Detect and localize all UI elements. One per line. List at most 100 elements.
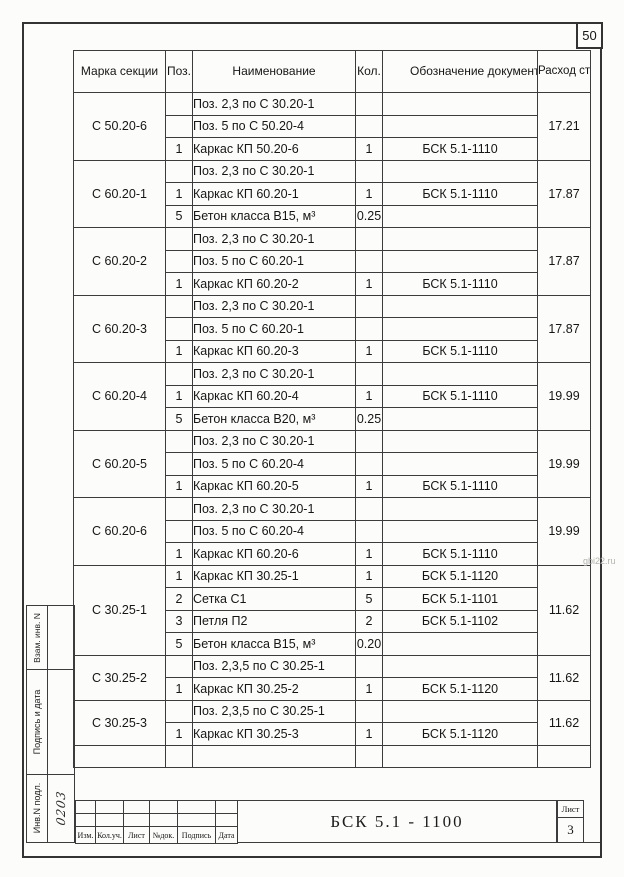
section-mark-cell: С 30.25-3 bbox=[73, 699, 166, 746]
doc-ref-cell: БСК 5.1-1101 bbox=[382, 587, 538, 611]
pos-cell bbox=[165, 249, 193, 273]
qty-cell bbox=[355, 294, 383, 318]
pos-cell bbox=[165, 362, 193, 386]
item-name-cell: Бетон класса В15, м³ bbox=[192, 204, 356, 228]
revision-cell bbox=[123, 813, 150, 827]
qty-cell: 1 bbox=[355, 542, 383, 566]
doc-ref-cell bbox=[382, 114, 538, 138]
qty-cell: 0.25 bbox=[355, 204, 383, 228]
revision-cell bbox=[95, 813, 124, 827]
doc-ref-cell: БСК 5.1-1120 bbox=[382, 677, 538, 701]
doc-ref-cell bbox=[382, 519, 538, 543]
header-steel: Расход стали, кг bbox=[537, 50, 591, 93]
item-name-cell: Поз. 2,3,5 по С 30.25-1 bbox=[192, 654, 356, 678]
pos-cell: 3 bbox=[165, 609, 193, 633]
revision-cell bbox=[215, 813, 238, 827]
doc-ref-cell bbox=[382, 429, 538, 453]
steel-total-cell: 11.62 bbox=[537, 699, 591, 746]
qty-cell bbox=[355, 92, 383, 116]
pos-cell: 1 bbox=[165, 384, 193, 408]
doc-ref-cell bbox=[382, 294, 538, 318]
doc-code: БСК 5.1 - 1100 bbox=[330, 811, 464, 831]
sheet-number-box: Лист 3 bbox=[557, 800, 584, 843]
margin-label-podpis-i-data: Подпись и дата bbox=[32, 689, 42, 755]
revision-header-ndok: №док. bbox=[149, 826, 178, 844]
pos-cell bbox=[165, 699, 193, 723]
revision-row-empty-1 bbox=[75, 800, 238, 814]
revision-cell bbox=[177, 800, 216, 814]
table-row: 1 Каркас КП 60.20-1 1 БСК 5.1-1110 bbox=[74, 182, 591, 206]
pos-cell: 1 bbox=[165, 137, 193, 161]
watermark: gbi22.ru bbox=[583, 556, 616, 566]
table-row: С 30.25-1 1 Каркас КП 30.25-1 1 БСК 5.1-1120… bbox=[73, 564, 591, 656]
header-doc: Обозначение документа bbox=[382, 50, 538, 93]
revision-cell bbox=[95, 800, 124, 814]
qty-cell: 0.25 bbox=[355, 407, 383, 431]
item-name-cell: Поз. 2,3 по С 30.20-1 bbox=[192, 159, 356, 183]
item-name-cell: Поз. 5 по С 60.20-4 bbox=[192, 519, 356, 543]
doc-ref-cell bbox=[382, 744, 538, 768]
item-name-cell: Поз. 2,3 по С 30.20-1 bbox=[192, 497, 356, 521]
margin-cell-podpis: Подпись и дата bbox=[26, 668, 48, 775]
revision-table: Изм. Кол.уч. Лист №док. Подпись Дата bbox=[75, 800, 238, 844]
pos-cell bbox=[165, 159, 193, 183]
item-name-cell: Поз. 2,3 по С 30.20-1 bbox=[192, 227, 356, 251]
item-name-cell: Поз. 2,3 по С 30.20-1 bbox=[192, 92, 356, 116]
sheet-number: 3 bbox=[567, 822, 574, 837]
table-row: С 60.20-3 Поз. 2,3 по С 30.20-1 17.87 bbox=[73, 294, 591, 363]
item-name-cell: Сетка С1 bbox=[192, 587, 356, 611]
section-mark-cell: С 50.20-6 bbox=[73, 92, 166, 161]
pos-cell: 1 bbox=[165, 542, 193, 566]
steel-total-cell: 19.99 bbox=[537, 362, 591, 431]
qty-cell bbox=[355, 497, 383, 521]
item-name-cell: Поз. 5 по С 50.20-4 bbox=[192, 114, 356, 138]
steel-total-cell: 11.62 bbox=[537, 654, 591, 701]
item-name-cell: Каркас КП 30.25-3 bbox=[192, 722, 356, 746]
section-mark-cell: С 30.25-2 bbox=[73, 654, 166, 701]
table-row: 1 Каркас КП 60.20-6 1 БСК 5.1-1110 bbox=[74, 542, 591, 566]
margin-label-vzam-inv-n: Взам. инв. N bbox=[32, 612, 42, 663]
steel-total-cell: 11.62 bbox=[537, 564, 591, 656]
qty-cell bbox=[355, 249, 383, 273]
item-name-cell: Поз. 2,3 по С 30.20-1 bbox=[192, 429, 356, 453]
qty-cell: 1 bbox=[355, 137, 383, 161]
item-name-cell: Бетон класса В15, м³ bbox=[192, 632, 356, 656]
qty-cell: 1 bbox=[355, 182, 383, 206]
pos-cell: 5 bbox=[165, 632, 193, 656]
pos-cell bbox=[165, 497, 193, 521]
header-mark: Марка секции bbox=[73, 50, 166, 93]
spec-table: Марка секции Поз. Наименование Кол. Обоз… bbox=[73, 50, 591, 768]
qty-cell bbox=[355, 429, 383, 453]
doc-ref-cell: БСК 5.1-1110 bbox=[382, 272, 538, 296]
qty-cell: 5 bbox=[355, 587, 383, 611]
table-row: С 30.25-2 Поз. 2,3,5 по С 30.25-1 11.62 bbox=[73, 654, 591, 701]
revision-cell bbox=[177, 813, 216, 827]
item-name-cell: Каркас КП 30.25-1 bbox=[192, 564, 356, 588]
qty-cell: 1 bbox=[355, 474, 383, 498]
doc-ref-cell bbox=[382, 159, 538, 183]
table-row: С 60.20-1 Поз. 2,3 по С 30.20-1 17.87 bbox=[73, 159, 591, 228]
item-name-cell: Каркас КП 60.20-6 bbox=[192, 542, 356, 566]
table-row: С 60.20-6 Поз. 2,3 по С 30.20-1 19.99 bbox=[73, 497, 591, 566]
item-name-cell: Поз. 5 по С 60.20-4 bbox=[192, 452, 356, 476]
revision-cell bbox=[75, 800, 96, 814]
qty-cell bbox=[355, 744, 383, 768]
item-name-cell: Каркас КП 60.20-5 bbox=[192, 474, 356, 498]
table-row: 1 Каркас КП 60.20-2 1 БСК 5.1-1110 bbox=[74, 272, 591, 296]
inv-number-handwritten: 0203 bbox=[53, 789, 68, 827]
left-margin-strip: Взам. инв. N Подпись и дата Инв.N подл. … bbox=[26, 605, 75, 843]
doc-ref-cell: БСК 5.1-1110 bbox=[382, 384, 538, 408]
qty-cell bbox=[355, 317, 383, 341]
stamp-extension-line bbox=[583, 841, 600, 843]
section-mark-cell bbox=[73, 744, 166, 768]
item-name-cell: Поз. 2,3 по С 30.20-1 bbox=[192, 294, 356, 318]
doc-ref-cell bbox=[382, 362, 538, 386]
header-doc-text: Обозначение документа bbox=[410, 64, 538, 78]
pos-cell bbox=[165, 744, 193, 768]
pos-cell bbox=[165, 227, 193, 251]
doc-ref-cell bbox=[382, 699, 538, 723]
qty-cell bbox=[355, 114, 383, 138]
item-name-cell: Поз. 5 по С 60.20-1 bbox=[192, 317, 356, 341]
revision-header-row: Изм. Кол.уч. Лист №док. Подпись Дата bbox=[75, 826, 238, 844]
pos-cell: 5 bbox=[165, 204, 193, 228]
